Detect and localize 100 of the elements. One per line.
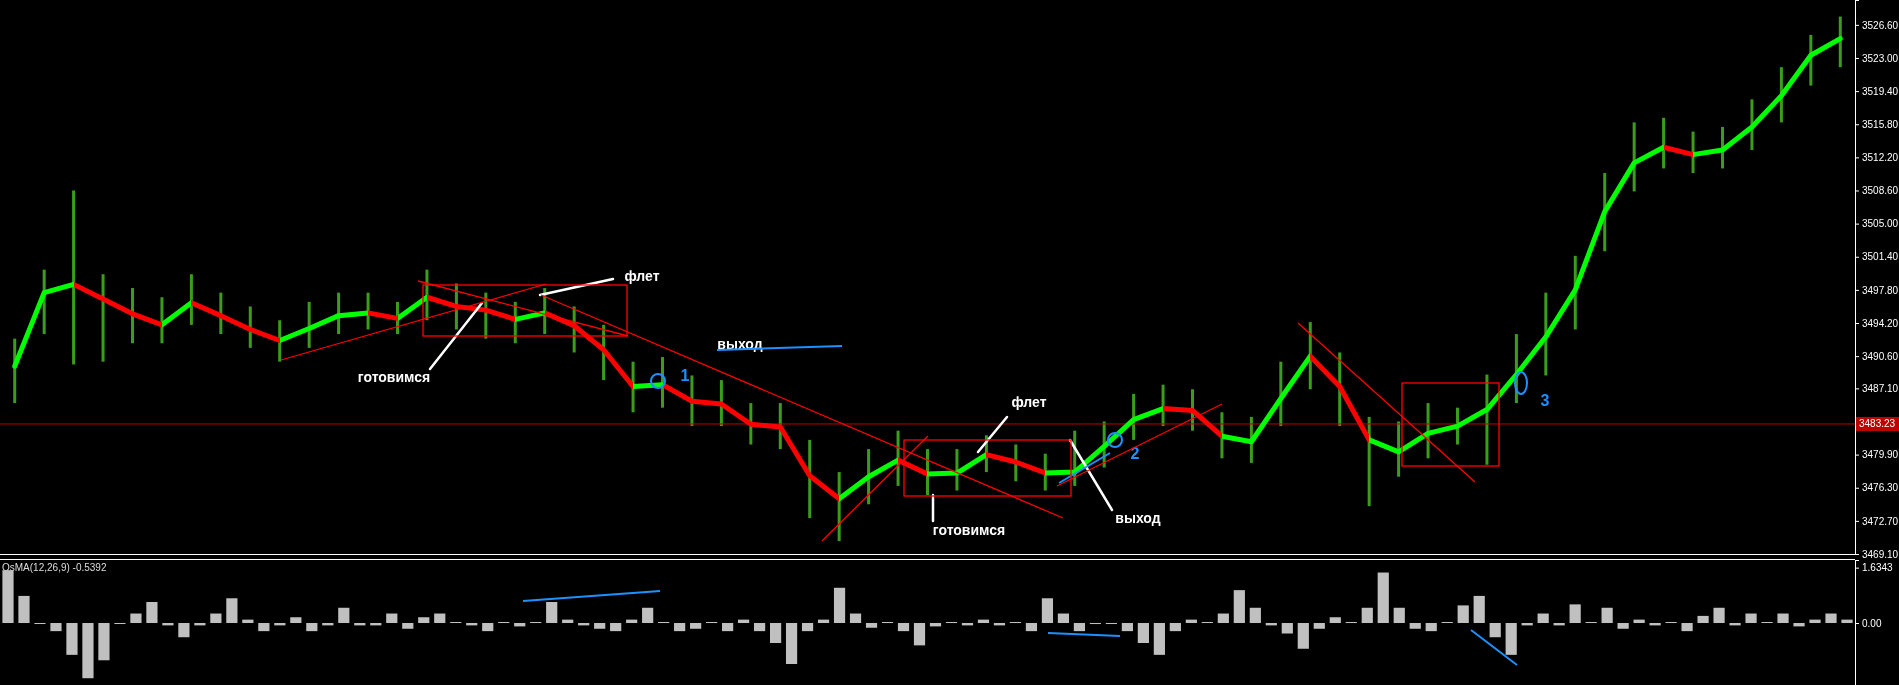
- y-tick-label: 0.00: [1862, 617, 1882, 629]
- bar: [546, 602, 558, 624]
- bar: [178, 623, 190, 638]
- bar: [1697, 615, 1709, 624]
- y-tick-label: 1.6343: [1862, 562, 1894, 574]
- bar: [50, 623, 62, 632]
- bar: [610, 623, 622, 632]
- bar: [1569, 604, 1581, 624]
- bar: [594, 623, 606, 629]
- bar: [306, 623, 318, 632]
- bar: [1313, 623, 1325, 629]
- bar: [1745, 613, 1757, 624]
- y-tick-label: 3479.90: [1862, 449, 1899, 461]
- annotation: 2: [1130, 444, 1140, 462]
- ref-line-label: 3483.23: [1859, 418, 1896, 430]
- bar: [642, 607, 654, 624]
- bar: [1361, 607, 1373, 624]
- bar: [72, 190, 76, 365]
- bar: [18, 595, 30, 624]
- bar: [690, 623, 702, 629]
- bar: [1713, 607, 1725, 624]
- bar: [1841, 619, 1853, 624]
- bar: [1281, 623, 1293, 634]
- y-tick-label: 3472.70: [1862, 515, 1899, 527]
- y-tick-label: 3501.40: [1862, 251, 1899, 263]
- y-tick-label: 3494.20: [1862, 317, 1899, 329]
- bar: [722, 623, 734, 632]
- bar: [1121, 623, 1133, 632]
- bar: [402, 623, 414, 629]
- bar: [1025, 623, 1038, 632]
- bar: [833, 587, 846, 624]
- y-tick-label: 3512.20: [1862, 152, 1899, 164]
- bar: [146, 602, 158, 624]
- bar: [290, 617, 302, 624]
- y-tick-label: 3469.10: [1862, 548, 1899, 560]
- bar: [1329, 617, 1341, 624]
- bar: [418, 617, 430, 624]
- y-tick-label: 3523.00: [1862, 52, 1899, 64]
- bar: [210, 613, 222, 624]
- bar: [1297, 623, 1309, 649]
- annotation: выход: [1115, 509, 1161, 526]
- y-tick-label: 3526.60: [1862, 19, 1899, 31]
- bar: [1825, 613, 1837, 624]
- bar: [434, 613, 446, 624]
- annotation: готовимся: [357, 368, 431, 385]
- bar: [130, 613, 142, 624]
- y-tick-label: 3508.60: [1862, 185, 1899, 197]
- bar: [865, 623, 878, 628]
- bar: [66, 623, 78, 655]
- bar: [1489, 623, 1501, 638]
- y-tick-label: 3505.00: [1862, 218, 1899, 230]
- bar: [1169, 623, 1181, 632]
- bar: [1777, 613, 1789, 624]
- bar: [753, 623, 766, 632]
- annotation: флет: [1011, 393, 1047, 410]
- bar: [258, 623, 270, 632]
- bar: [801, 623, 814, 632]
- bar: [1233, 590, 1245, 624]
- y-tick-label: 3515.80: [1862, 118, 1899, 130]
- bar: [1793, 623, 1805, 627]
- bar: [769, 623, 782, 643]
- bar: [386, 613, 398, 624]
- bar: [1217, 613, 1229, 624]
- y-tick-label: 3490.60: [1862, 350, 1899, 362]
- bar: [1073, 623, 1086, 632]
- bar: [1393, 607, 1405, 624]
- annotation: флет: [624, 267, 660, 284]
- bar: [1681, 623, 1693, 632]
- bar: [1457, 605, 1469, 624]
- bar: [1537, 613, 1549, 624]
- bar: [1249, 607, 1261, 624]
- bar: [1617, 623, 1629, 629]
- bar: [101, 274, 105, 362]
- y-tick-label: 3476.30: [1862, 482, 1899, 494]
- annotation: 1: [680, 366, 690, 384]
- bar: [1473, 595, 1485, 624]
- bar: [1153, 623, 1165, 655]
- annotation: готовимся: [932, 521, 1006, 538]
- bar: [674, 623, 686, 632]
- y-tick-label: 3487.10: [1862, 383, 1899, 395]
- bar: [1601, 607, 1613, 624]
- bar: [1809, 619, 1821, 624]
- y-tick-label: 3497.80: [1862, 284, 1899, 296]
- bar: [1041, 598, 1054, 624]
- bar: [482, 623, 494, 632]
- bar: [82, 623, 94, 679]
- annotation: 3: [1540, 391, 1550, 409]
- bar: [131, 288, 134, 344]
- bar: [1409, 623, 1421, 629]
- bar: [1505, 623, 1517, 655]
- bar: [785, 623, 798, 664]
- bar: [1137, 623, 1149, 643]
- bar: [338, 607, 350, 624]
- bar: [1425, 623, 1437, 632]
- bar: [897, 623, 910, 632]
- bar: [226, 598, 238, 624]
- y-tick-label: 3519.40: [1862, 85, 1899, 97]
- bar: [1377, 572, 1389, 624]
- bar: [98, 623, 110, 661]
- bar: [849, 613, 862, 624]
